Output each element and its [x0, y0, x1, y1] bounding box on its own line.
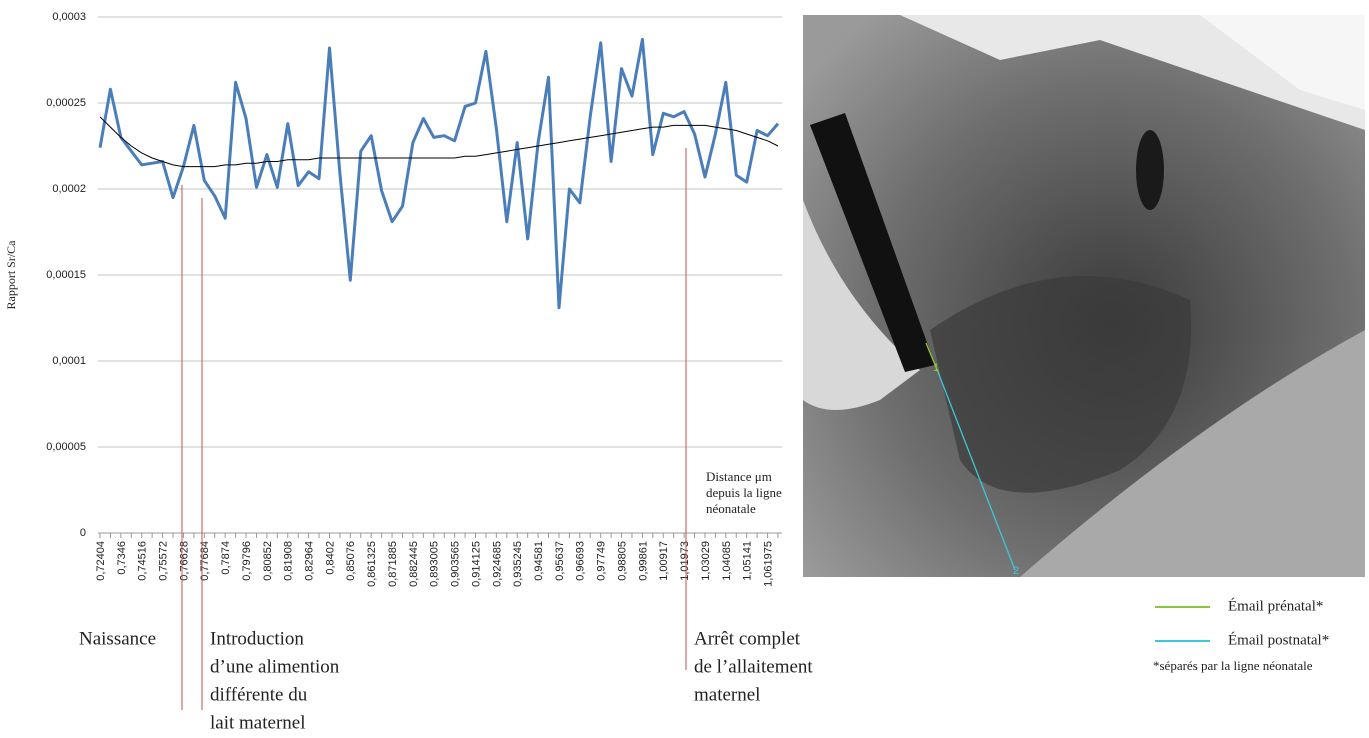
x-tick-label: 0,77684	[199, 541, 211, 581]
y-tick-label: 0,00025	[46, 97, 86, 109]
photo-dark-blob	[1136, 130, 1164, 210]
x-tick-label: 0,82964	[304, 541, 316, 581]
x-tick-label: 0,903565	[450, 541, 462, 587]
x-axis-label: néonatale	[706, 501, 756, 516]
y-tick-label: 0	[80, 527, 86, 539]
photo-light-area	[803, 200, 920, 410]
annotation-text: Naissance	[79, 628, 156, 649]
x-tick-label: 0,871885	[387, 541, 399, 587]
x-tick-label: 0,7874	[220, 541, 232, 575]
y-tick-label: 0,00015	[46, 269, 86, 281]
annotation-text: d’une alimention	[210, 656, 340, 677]
annotation-text: Introduction	[210, 628, 304, 649]
x-tick-label: 0,85076	[345, 541, 357, 581]
legend-note: *séparés par la ligne néonatale	[1153, 658, 1313, 673]
x-tick-label: 1,03029	[700, 541, 712, 581]
annotation-text: lait maternel	[210, 712, 305, 733]
x-tick-label: 0,79796	[241, 541, 253, 581]
x-tick-label: 0,96693	[575, 541, 587, 581]
x-tick-label: 0,893005	[429, 541, 441, 587]
x-tick-label: 0,99861	[637, 541, 649, 581]
annotation-text: maternel	[694, 684, 760, 705]
annotation-text: de l’allaitement	[694, 656, 813, 677]
x-tick-label: 0,97749	[596, 541, 608, 581]
y-tick-label: 0,0001	[52, 355, 86, 367]
x-tick-label: 1,061975	[762, 541, 774, 587]
x-tick-label: 1,04085	[721, 541, 733, 581]
x-tick-label: 1,01973	[679, 541, 691, 581]
annotation-text: Arrêt complet	[694, 628, 801, 649]
photo-dark-bar	[810, 113, 935, 372]
x-tick-label: 1,05141	[742, 541, 754, 581]
photo-light-area	[1200, 15, 1365, 110]
x-tick-label: 0,882445	[408, 541, 420, 587]
x-tick-label: 0,98805	[616, 541, 628, 581]
y-tick-label: 0,0003	[52, 11, 86, 23]
x-tick-label: 0,74516	[137, 541, 149, 581]
trend-line	[99, 116, 779, 168]
photo: 1 2	[803, 15, 1365, 577]
x-tick-label: 0,935245	[512, 541, 524, 587]
photo-light-area	[1020, 330, 1365, 577]
x-tick-label: 0,81908	[283, 541, 295, 581]
marker-label: 2	[1013, 565, 1019, 577]
marker-label: 1	[933, 362, 939, 374]
x-tick-label: 1,00917	[658, 541, 670, 581]
y-tick-label: 0,0002	[52, 183, 86, 195]
x-tick-label: 0,94581	[533, 541, 545, 581]
x-axis-label: Distance μm	[706, 469, 772, 484]
x-tick-label: 0,861325	[366, 541, 378, 587]
x-tick-label: 0,76628	[178, 541, 190, 581]
x-tick-label: 0,7346	[116, 541, 128, 575]
legend-label: Émail prénatal*	[1228, 597, 1323, 614]
photo-dark-area	[930, 276, 1192, 493]
x-tick-label: 0,95637	[554, 541, 566, 581]
prenatal-line	[925, 342, 939, 373]
x-tick-label: 0,80852	[262, 541, 274, 581]
y-tick-label: 0,00005	[46, 441, 86, 453]
x-axis-label: depuis la ligne	[706, 485, 782, 500]
x-tick-label: 0,914125	[470, 541, 482, 587]
x-tick-label: 0,75572	[157, 541, 169, 581]
x-tick-label: 0,8402	[324, 541, 336, 575]
data-line	[98, 37, 780, 310]
postnatal-line	[937, 371, 1016, 571]
y-axis-label: Rapport Sr/Ca	[4, 240, 18, 310]
legend-label: Émail postnatal*	[1228, 631, 1329, 648]
x-tick-label: 0,924685	[491, 541, 503, 587]
photo-light-area	[803, 15, 1365, 130]
annotation-text: différente du	[210, 684, 308, 705]
x-tick-label: 0,72404	[95, 541, 107, 581]
